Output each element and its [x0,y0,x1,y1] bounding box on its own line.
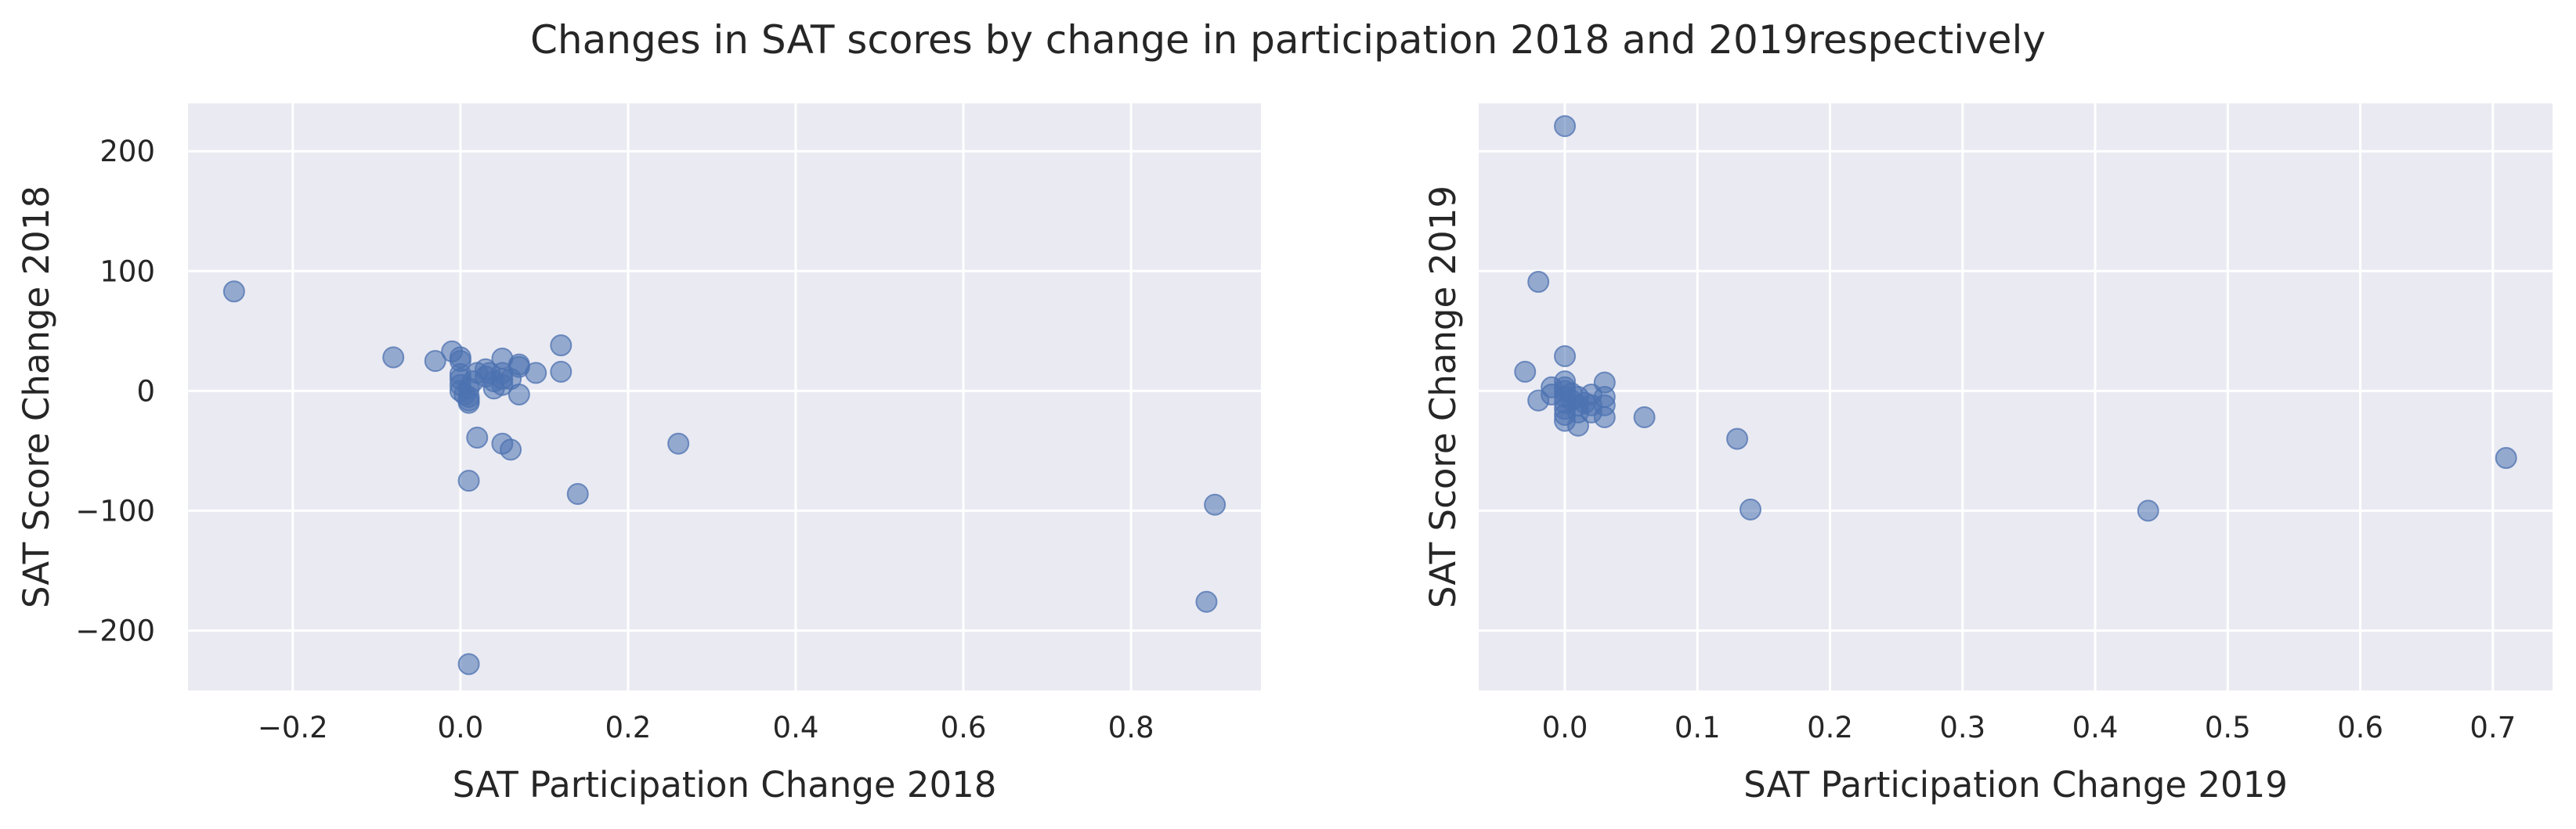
data-point [566,482,589,505]
plot-background [1479,103,2553,690]
data-point [457,470,480,492]
x-tick-label: 0.6 [941,711,987,744]
data-point [2495,447,2517,470]
data-point [667,432,690,455]
y-tick-label: −200 [75,614,155,647]
data-point [222,280,245,303]
data-point [1554,115,1577,138]
x-tick-label: 0.4 [2072,711,2119,744]
data-point [1195,590,1218,613]
data-point [550,360,573,383]
y-axis-label: SAT Score Change 2018 [16,186,57,608]
data-point [1554,344,1577,367]
data-point [1739,498,1761,521]
data-point [424,350,446,373]
data-point [1593,406,1616,429]
data-point [1566,414,1589,437]
data-point [2137,499,2159,522]
data-point [508,383,530,405]
x-tick-label: 0.0 [1542,711,1588,744]
data-point [550,334,573,357]
y-tick-label: 0 [136,374,155,408]
scatter-panel-2018: −0.2 0.0 0.2 0.4 0.6 0.8 −200 −100 0 100 200 SAT Pa… [16,103,1261,806]
x-tick-label: −0.2 [258,711,328,744]
data-point [1726,427,1749,450]
data-point [525,362,547,384]
data-point [1633,406,1656,429]
data-point [466,427,489,449]
y-tick-label: 200 [99,135,155,168]
x-tick-label: 0.7 [2469,711,2516,744]
x-tick-label: 0.2 [1807,711,1853,744]
data-point [1204,493,1227,516]
x-tick-label: 0.3 [1939,711,1985,744]
x-tick-label: 0.4 [773,711,819,744]
data-point [1514,360,1537,383]
figure-title: Changes in SAT scores by change in parti… [530,17,2046,63]
y-tick-label: −100 [75,494,155,528]
x-axis-label: SAT Participation Change 2018 [453,764,997,806]
x-tick-label: 0.1 [1675,711,1721,744]
x-tick-label: 0.5 [2205,711,2251,744]
x-tick-label: 0.8 [1108,711,1154,744]
data-point [382,346,405,369]
data-point [457,653,480,676]
plot-background [188,103,1261,690]
x-axis-label: SAT Participation Change 2019 [1743,764,2288,806]
data-point [457,391,480,414]
x-tick-label: 0.0 [437,711,483,744]
data-point [1527,271,1550,294]
x-tick-label: 0.6 [2337,711,2383,744]
x-tick-label: 0.2 [605,711,651,744]
data-point [500,438,522,461]
y-axis-label: SAT Score Change 2019 [1422,186,1464,608]
scatter-panel-2019: 0.0 0.1 0.2 0.3 0.4 0.5 0.6 0.7 SAT Participatio… [1422,103,2553,806]
y-tick-label: 100 [99,254,155,288]
